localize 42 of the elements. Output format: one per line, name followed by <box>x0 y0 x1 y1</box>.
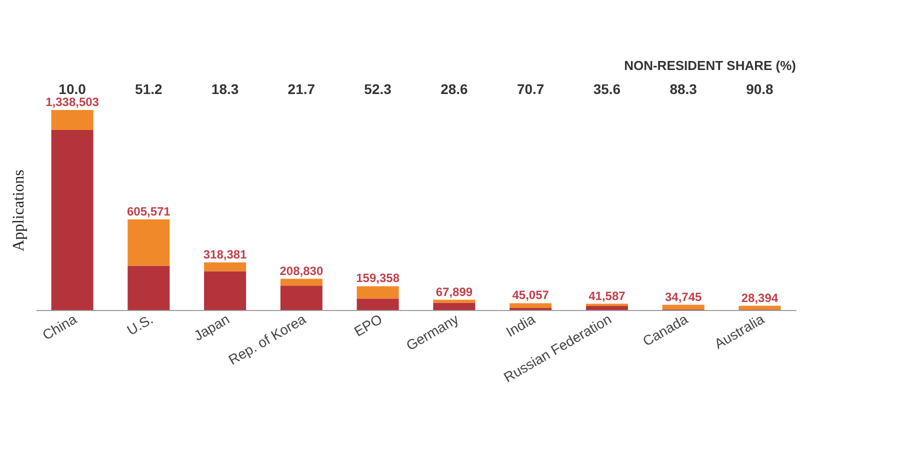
text: 10.0 <box>58 81 86 97</box>
text: 70.7 <box>516 81 544 97</box>
text: 90.8 <box>746 81 774 97</box>
bar <box>204 262 246 272</box>
annotation: 67,899 <box>436 284 473 299</box>
annotation: 41,587 <box>588 288 626 303</box>
bar <box>433 302 476 310</box>
bar <box>280 278 322 286</box>
text: NON-RESIDENT SHARE (%) <box>624 58 796 73</box>
bar <box>356 286 399 299</box>
text: 35.6 <box>593 81 621 97</box>
x-tick-label: India <box>503 310 538 340</box>
bar <box>128 266 170 310</box>
annotation: 208,830 <box>280 264 324 278</box>
bar <box>662 304 704 310</box>
bar <box>280 286 322 310</box>
annotation: 159,358 <box>356 271 400 286</box>
annotation: 45,057 <box>512 288 550 302</box>
bar <box>128 219 170 266</box>
text: 52.3 <box>364 81 392 97</box>
text: 18.3 <box>211 81 239 97</box>
annotation: 28,394 <box>741 290 778 305</box>
text: 51.2 <box>135 81 162 97</box>
bar <box>204 271 246 310</box>
text: 21.7 <box>288 81 316 97</box>
annotation: 605,571 <box>126 204 171 218</box>
annotation: 318,381 <box>203 247 248 262</box>
bar <box>738 306 781 310</box>
x-tick-label: U.S. <box>124 310 156 338</box>
annotation: 34,745 <box>664 290 702 304</box>
bar <box>356 298 399 310</box>
text: 28.6 <box>440 81 468 97</box>
bar <box>510 303 552 308</box>
bar <box>586 306 628 310</box>
y-axis-title: Applications <box>10 170 28 252</box>
bar <box>433 300 476 303</box>
x-tick-label: China <box>40 310 80 343</box>
text: 88.3 <box>670 81 698 97</box>
bar <box>51 110 94 130</box>
x-tick-label: EPO <box>351 310 385 340</box>
annotation: 1,338,503 <box>46 95 100 109</box>
bar <box>51 130 94 310</box>
